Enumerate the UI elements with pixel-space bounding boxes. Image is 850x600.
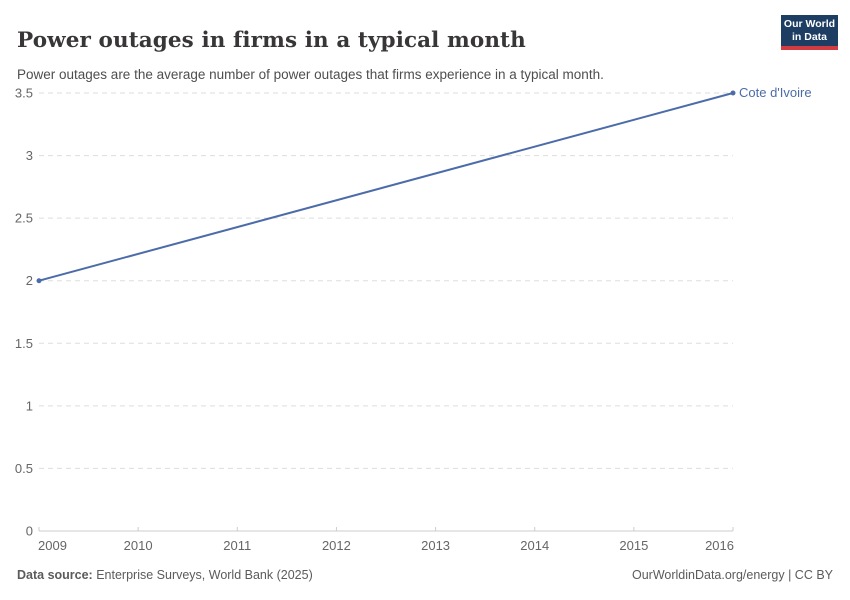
data-source-value: Enterprise Surveys, World Bank (2025) (92, 568, 313, 582)
chart-title: Power outages in firms in a typical mont… (17, 28, 526, 54)
y-axis-tick-label: 0.5 (15, 461, 33, 476)
data-point-marker[interactable] (730, 90, 736, 96)
data-source-note: Data source: Enterprise Surveys, World B… (17, 568, 313, 582)
y-axis-tick-label: 3.5 (15, 86, 33, 101)
y-axis-tick-label: 3 (26, 148, 33, 163)
data-line[interactable] (38, 92, 734, 282)
y-axis-tick-label: 2 (26, 273, 33, 288)
y-axis-tick-label: 2.5 (15, 211, 33, 226)
x-axis-tick-label: 2016 (705, 538, 734, 553)
chart-footer: Data source: Enterprise Surveys, World B… (17, 568, 833, 582)
x-axis-tick-label: 2014 (520, 538, 549, 553)
series-label[interactable]: Cote d'Ivoire (739, 85, 812, 100)
chart-subtitle: Power outages are the average number of … (17, 66, 604, 82)
y-axis-tick-label: 1 (26, 398, 33, 413)
license-link[interactable]: OurWorldinData.org/energy | CC BY (631, 568, 833, 582)
x-axis-tick-label: 2013 (421, 538, 450, 553)
data-point-marker[interactable] (36, 278, 42, 284)
y-axis-tick-label: 0 (26, 524, 33, 539)
data-source-label: Data source: (17, 568, 93, 582)
y-axis-tick-label: 1.5 (15, 336, 33, 351)
owid-logo[interactable]: Our World in Data (781, 15, 838, 50)
x-axis-tick-label: 2015 (619, 538, 648, 553)
x-axis-tick-label: 2009 (38, 538, 67, 553)
x-axis-tick-label: 2011 (223, 538, 251, 553)
x-axis-tick-label: 2012 (322, 538, 351, 553)
x-axis-tick-label: 2010 (124, 538, 153, 553)
owid-logo-line2: in Data (791, 30, 827, 43)
owid-logo-line1: Our World (783, 17, 836, 30)
